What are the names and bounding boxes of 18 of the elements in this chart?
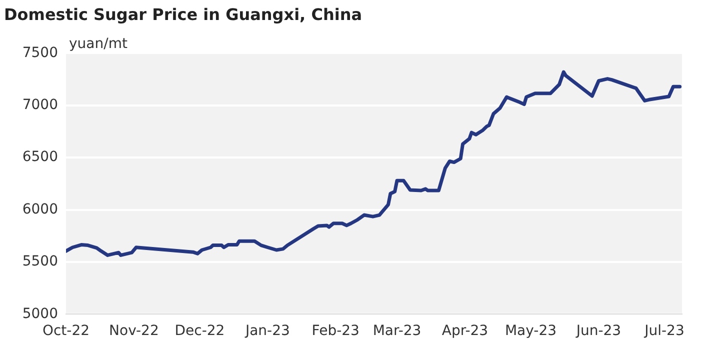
y-tick-label: 5500 <box>22 254 58 270</box>
x-tick-label: Apr-23 <box>442 323 488 340</box>
y-tick-label: 5000 <box>22 306 58 322</box>
y-tick-label: 7000 <box>22 97 58 114</box>
y-tick-label: 6000 <box>22 201 58 218</box>
x-tick-label: Mar-23 <box>372 323 422 340</box>
x-tick-label: Nov-22 <box>109 323 159 340</box>
chart-title: Domestic Sugar Price in Guangxi, China <box>4 4 362 24</box>
x-tick-label: Dec-22 <box>174 323 225 340</box>
x-tick-label: Feb-23 <box>312 323 360 340</box>
x-tick-label: Jan-23 <box>244 323 290 340</box>
y-tick-label: 6500 <box>22 149 58 166</box>
x-tick-label: Oct-22 <box>42 323 90 340</box>
y-tick-label: 7500 <box>22 44 58 61</box>
x-tick-label: May-23 <box>504 323 557 340</box>
x-tick-label: Jul-23 <box>644 323 684 340</box>
x-tick-label: Jun-23 <box>575 323 622 340</box>
y-axis-title: yuan/mt <box>69 36 128 52</box>
